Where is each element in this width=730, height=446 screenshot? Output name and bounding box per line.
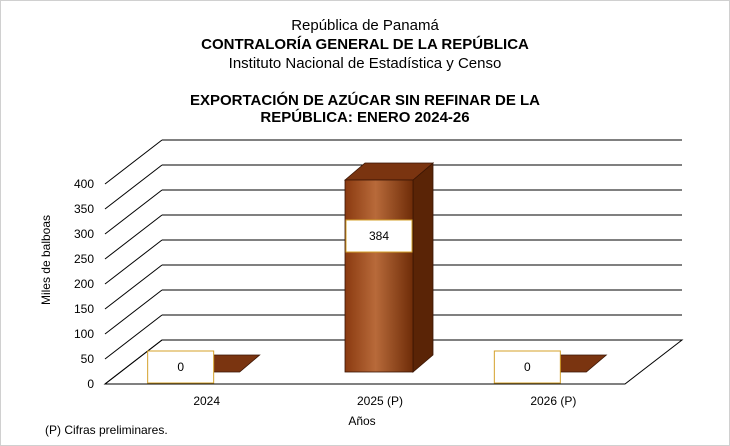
gridline-side bbox=[104, 139, 163, 185]
y-tick-label: 400 bbox=[74, 177, 94, 191]
data-label: 0 bbox=[524, 360, 531, 374]
y-tick-label: 100 bbox=[74, 327, 94, 341]
footnote: (P) Cifras preliminares. bbox=[45, 423, 168, 437]
gridline-side bbox=[104, 189, 163, 235]
data-label: 384 bbox=[369, 229, 389, 243]
country-name: República de Panamá bbox=[291, 17, 439, 34]
gridline-side bbox=[104, 164, 163, 210]
gridline-side bbox=[104, 314, 163, 360]
gridline-side bbox=[104, 264, 163, 310]
gridline-side bbox=[104, 214, 163, 260]
institution-name: CONTRALORÍA GENERAL DE LA REPÚBLICA bbox=[201, 36, 529, 53]
data-label: 0 bbox=[177, 360, 184, 374]
data-label-box bbox=[345, 219, 413, 253]
y-tick-label: 350 bbox=[74, 202, 94, 216]
bar bbox=[344, 179, 414, 373]
y-tick-label: 250 bbox=[74, 252, 94, 266]
gridline-side bbox=[104, 289, 163, 335]
institute-name: Instituto Nacional de Estadística y Cens… bbox=[228, 55, 502, 72]
x-tick-label: 2026 (P) bbox=[530, 394, 576, 408]
y-axis-title: Miles de balboas bbox=[39, 214, 53, 306]
bar-side bbox=[412, 162, 434, 373]
gridline-side bbox=[104, 239, 163, 285]
x-axis-title: Años bbox=[348, 414, 376, 428]
y-tick-label: 150 bbox=[74, 302, 94, 316]
y-tick-label: 50 bbox=[81, 352, 95, 366]
chart-title-line1: EXPORTACIÓN DE AZÚCAR SIN REFINAR DE LA bbox=[189, 92, 540, 109]
gridline-side bbox=[104, 339, 163, 385]
y-tick-label: 200 bbox=[74, 277, 94, 291]
chart-title-line2: REPÚBLICA: ENERO 2024-26 bbox=[260, 109, 470, 126]
y-tick-label: 300 bbox=[74, 227, 94, 241]
data-label-box bbox=[147, 350, 215, 384]
y-tick-label: 0 bbox=[87, 377, 94, 391]
x-tick-label: 2024 bbox=[193, 394, 220, 408]
data-label-box bbox=[493, 350, 561, 384]
x-tick-label: 2025 (P) bbox=[357, 394, 403, 408]
